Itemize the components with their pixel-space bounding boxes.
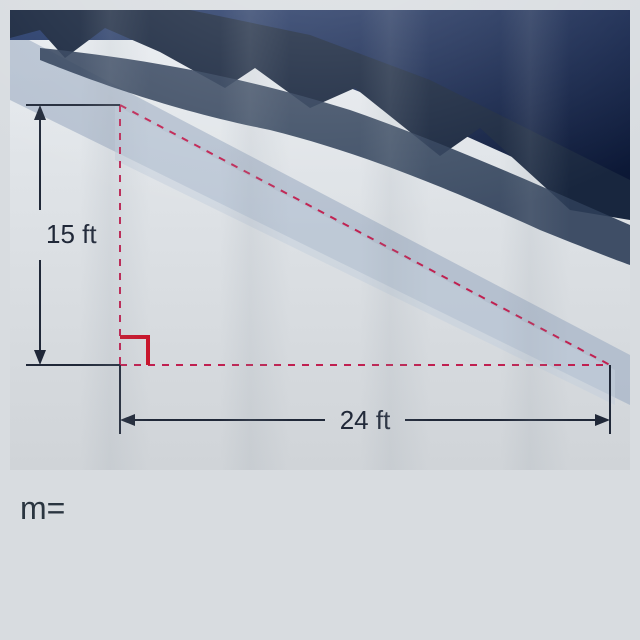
diagram-panel: 15 ft 24 ft [10, 10, 630, 470]
right-angle-marker [120, 337, 148, 365]
vdim-arrow-down [34, 350, 46, 365]
page-container: 15 ft 24 ft m= [0, 0, 640, 640]
hdim-label: 24 ft [340, 405, 391, 435]
vdim-label: 15 ft [46, 219, 97, 249]
slope-diagram-svg: 15 ft 24 ft [10, 10, 630, 470]
hdim-arrow-right [595, 414, 610, 426]
equation-prompt: m= [20, 490, 65, 527]
hdim-arrow-left [120, 414, 135, 426]
